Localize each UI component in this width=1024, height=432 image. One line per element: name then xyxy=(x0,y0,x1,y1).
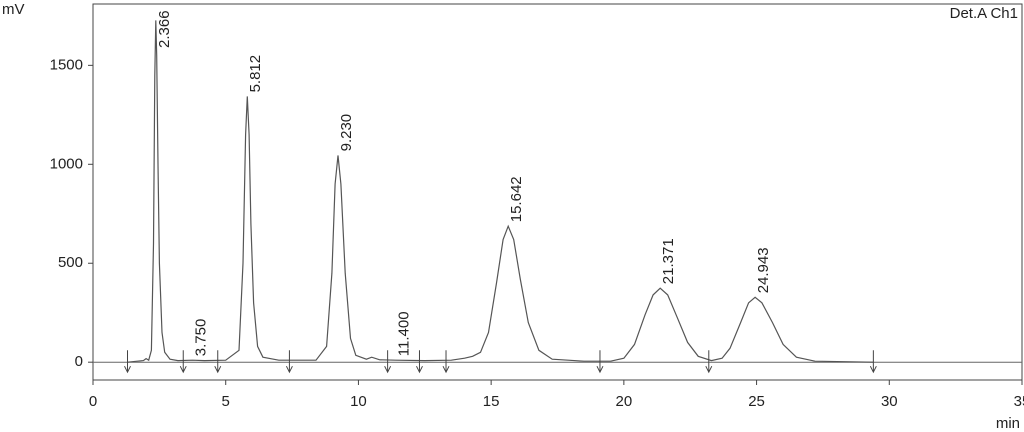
integration-mark xyxy=(384,350,392,374)
y-tick-label: 500 xyxy=(58,254,83,271)
y-tick-label: 1000 xyxy=(50,155,83,172)
peak-label: 3.750 xyxy=(193,319,210,357)
integration-mark xyxy=(705,350,713,374)
chromatogram-trace xyxy=(127,20,874,363)
peak-label: 15.642 xyxy=(508,176,525,222)
plot-frame xyxy=(92,3,1023,381)
detector-label: Det.A Ch1 xyxy=(950,5,1018,22)
x-unit: min xyxy=(996,415,1020,432)
integration-mark xyxy=(124,350,131,374)
integration-mark xyxy=(416,350,423,374)
peak-label: 5.812 xyxy=(247,55,264,93)
y-tick-label: 1500 xyxy=(50,56,83,73)
x-tick-label: 0 xyxy=(89,393,97,410)
integration-mark xyxy=(869,350,877,374)
x-tick-label: 20 xyxy=(616,393,633,410)
y-tick-label: 0 xyxy=(75,353,83,370)
x-tick-label: 30 xyxy=(881,393,898,410)
peak-label: 2.366 xyxy=(156,10,173,48)
x-tick-label: 15 xyxy=(483,393,500,410)
y-unit: mV xyxy=(2,1,25,18)
integration-mark xyxy=(285,350,293,374)
x-tick-label: 5 xyxy=(222,393,230,410)
peak-label: 24.943 xyxy=(755,247,772,293)
x-tick-label: 35 xyxy=(1014,393,1024,410)
x-tick-label: 10 xyxy=(350,393,367,410)
peak-label: 11.400 xyxy=(396,311,413,356)
integration-mark xyxy=(214,350,222,374)
integration-mark xyxy=(179,350,187,374)
peak-label: 9.230 xyxy=(338,114,355,152)
peak-label: 21.371 xyxy=(660,238,677,284)
integration-mark xyxy=(442,350,450,374)
x-tick-label: 25 xyxy=(748,393,765,410)
integration-mark xyxy=(596,350,604,374)
